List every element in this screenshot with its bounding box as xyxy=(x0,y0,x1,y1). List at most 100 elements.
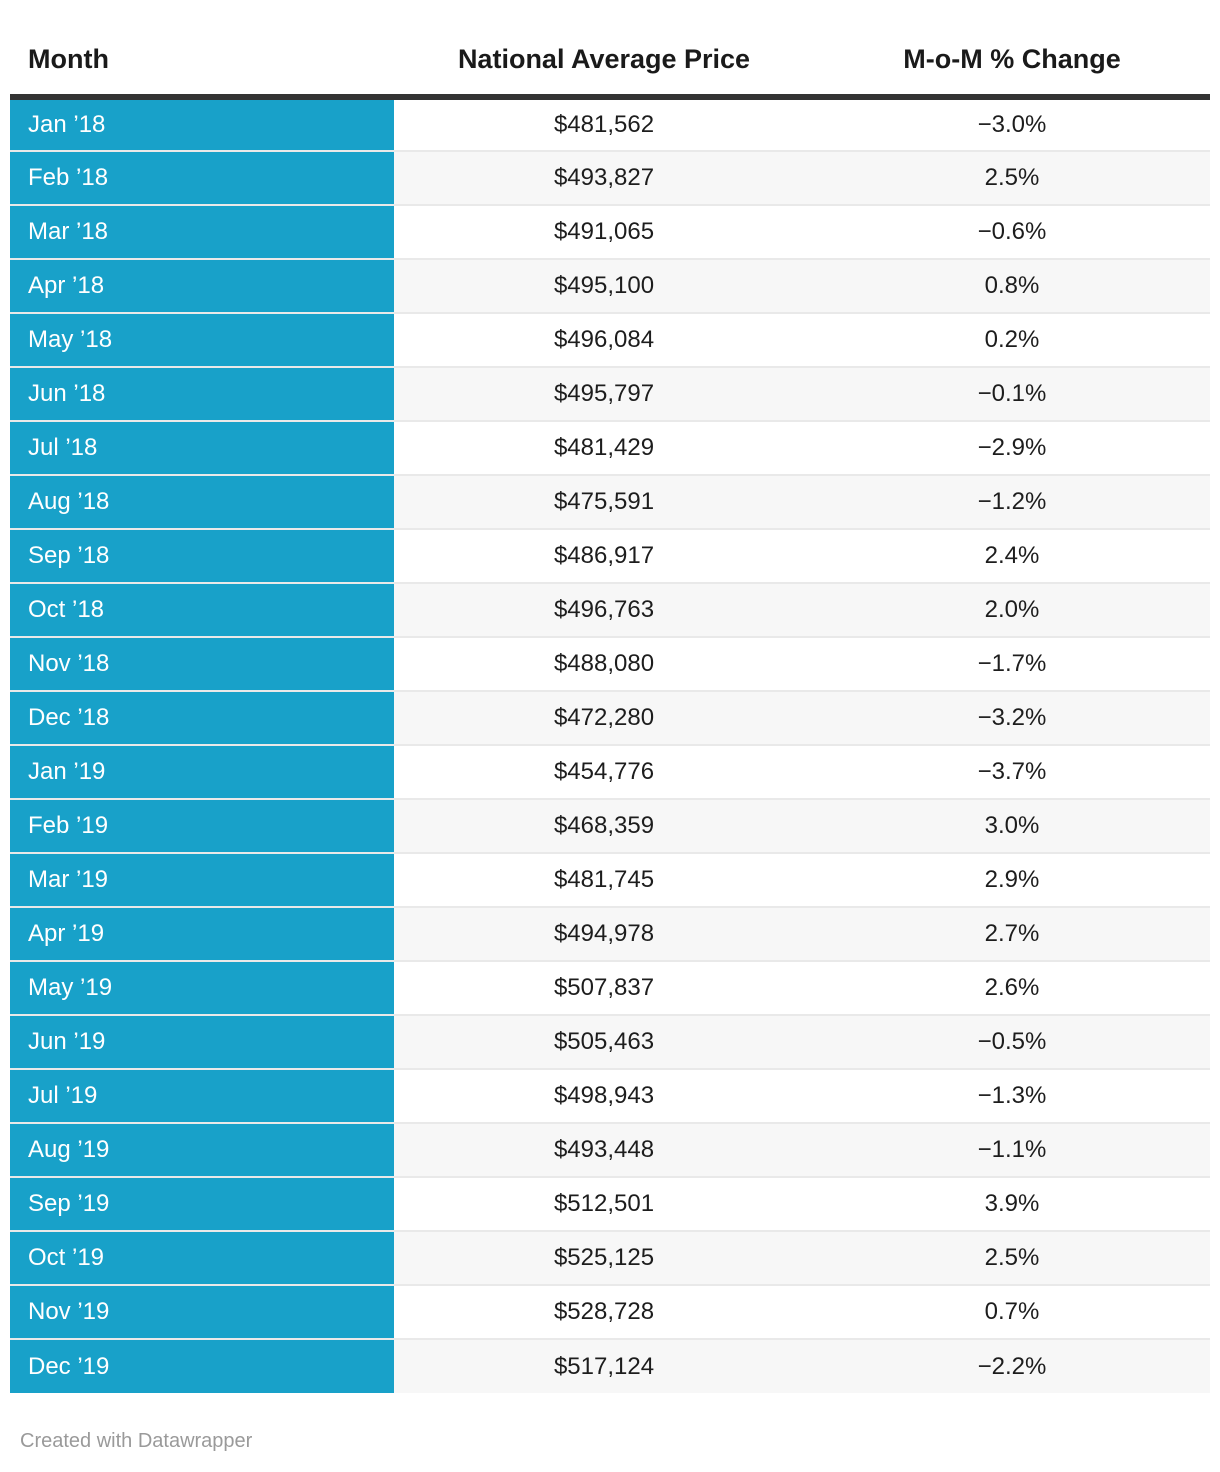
change-cell: 2.5% xyxy=(814,150,1210,205)
table-row: Jan ’19 $454,776 −3.7% xyxy=(10,744,1210,799)
price-cell: $494,978 xyxy=(394,906,814,961)
month-cell: Apr ’19 xyxy=(10,906,394,961)
data-table: Month National Average Price M-o-M % Cha… xyxy=(10,0,1210,1393)
price-cell: $481,429 xyxy=(394,420,814,475)
month-cell: Aug ’18 xyxy=(10,474,394,529)
month-cell: Mar ’18 xyxy=(10,204,394,259)
month-cell: Mar ’19 xyxy=(10,852,394,907)
table-row: Jun ’18 $495,797 −0.1% xyxy=(10,366,1210,421)
month-cell: Jun ’18 xyxy=(10,366,394,421)
price-cell: $481,745 xyxy=(394,852,814,907)
month-cell: May ’18 xyxy=(10,312,394,367)
table-row: Apr ’19 $494,978 2.7% xyxy=(10,906,1210,961)
month-cell: Nov ’19 xyxy=(10,1284,394,1339)
price-cell: $468,359 xyxy=(394,798,814,853)
table-row: May ’18 $496,084 0.2% xyxy=(10,312,1210,367)
change-cell: 2.9% xyxy=(814,852,1210,907)
table-row: Jul ’18 $481,429 −2.9% xyxy=(10,420,1210,475)
change-cell: 2.6% xyxy=(814,960,1210,1015)
price-cell: $517,124 xyxy=(394,1338,814,1393)
month-cell: Jul ’19 xyxy=(10,1068,394,1123)
table-row: Sep ’18 $486,917 2.4% xyxy=(10,528,1210,583)
price-cell: $481,562 xyxy=(394,97,814,151)
change-cell: 0.7% xyxy=(814,1284,1210,1339)
column-header-month: Month xyxy=(10,0,394,100)
change-cell: −3.0% xyxy=(814,97,1210,151)
table-row: Aug ’19 $493,448 −1.1% xyxy=(10,1122,1210,1177)
price-cell: $454,776 xyxy=(394,744,814,799)
price-cell: $505,463 xyxy=(394,1014,814,1069)
change-cell: 0.8% xyxy=(814,258,1210,313)
table-row: Feb ’19 $468,359 3.0% xyxy=(10,798,1210,853)
datawrapper-credit: Created with Datawrapper xyxy=(20,1430,253,1452)
table-row: Sep ’19 $512,501 3.9% xyxy=(10,1176,1210,1231)
table-row: Jul ’19 $498,943 −1.3% xyxy=(10,1068,1210,1123)
table-row: Mar ’19 $481,745 2.9% xyxy=(10,852,1210,907)
price-cell: $525,125 xyxy=(394,1230,814,1285)
change-cell: −0.6% xyxy=(814,204,1210,259)
table-row: Oct ’18 $496,763 2.0% xyxy=(10,582,1210,637)
price-cell: $496,763 xyxy=(394,582,814,637)
month-cell: Jan ’19 xyxy=(10,744,394,799)
month-cell: Sep ’19 xyxy=(10,1176,394,1231)
price-cell: $493,827 xyxy=(394,150,814,205)
change-cell: −0.1% xyxy=(814,366,1210,421)
change-cell: 3.0% xyxy=(814,798,1210,853)
month-cell: Apr ’18 xyxy=(10,258,394,313)
month-cell: Dec ’18 xyxy=(10,690,394,745)
table-row: Oct ’19 $525,125 2.5% xyxy=(10,1230,1210,1285)
table-row: Nov ’19 $528,728 0.7% xyxy=(10,1284,1210,1339)
change-cell: −2.2% xyxy=(814,1338,1210,1393)
change-cell: −2.9% xyxy=(814,420,1210,475)
month-cell: Jul ’18 xyxy=(10,420,394,475)
column-header-national-average-price: National Average Price xyxy=(394,0,814,100)
price-cell: $498,943 xyxy=(394,1068,814,1123)
table-row: May ’19 $507,837 2.6% xyxy=(10,960,1210,1015)
table-row: Jun ’19 $505,463 −0.5% xyxy=(10,1014,1210,1069)
month-cell: Oct ’18 xyxy=(10,582,394,637)
month-cell: Aug ’19 xyxy=(10,1122,394,1177)
month-cell: Sep ’18 xyxy=(10,528,394,583)
price-cell: $472,280 xyxy=(394,690,814,745)
table-row: Jan ’18 $481,562 −3.0% xyxy=(10,97,1210,151)
change-cell: −1.3% xyxy=(814,1068,1210,1123)
table-row: Mar ’18 $491,065 −0.6% xyxy=(10,204,1210,259)
month-cell: Feb ’18 xyxy=(10,150,394,205)
price-cell: $488,080 xyxy=(394,636,814,691)
month-cell: Oct ’19 xyxy=(10,1230,394,1285)
table-row: Apr ’18 $495,100 0.8% xyxy=(10,258,1210,313)
month-cell: Nov ’18 xyxy=(10,636,394,691)
price-cell: $495,100 xyxy=(394,258,814,313)
table-row: Aug ’18 $475,591 −1.2% xyxy=(10,474,1210,529)
price-cell: $475,591 xyxy=(394,474,814,529)
change-cell: 2.4% xyxy=(814,528,1210,583)
change-cell: −3.2% xyxy=(814,690,1210,745)
change-cell: −1.1% xyxy=(814,1122,1210,1177)
month-cell: Jan ’18 xyxy=(10,97,394,151)
table-body: Jan ’18 $481,562 −3.0% Feb ’18 $493,827 2.5% M… xyxy=(10,97,1210,1393)
change-cell: −1.2% xyxy=(814,474,1210,529)
price-cell: $496,084 xyxy=(394,312,814,367)
change-cell: −1.7% xyxy=(814,636,1210,691)
change-cell: −0.5% xyxy=(814,1014,1210,1069)
month-cell: Dec ’19 xyxy=(10,1338,394,1393)
price-cell: $495,797 xyxy=(394,366,814,421)
change-cell: 2.0% xyxy=(814,582,1210,637)
change-cell: 0.2% xyxy=(814,312,1210,367)
table-row: Feb ’18 $493,827 2.5% xyxy=(10,150,1210,205)
price-cell: $491,065 xyxy=(394,204,814,259)
table-row: Nov ’18 $488,080 −1.7% xyxy=(10,636,1210,691)
price-cell: $512,501 xyxy=(394,1176,814,1231)
month-cell: Jun ’19 xyxy=(10,1014,394,1069)
price-cell: $493,448 xyxy=(394,1122,814,1177)
price-cell: $486,917 xyxy=(394,528,814,583)
table-row: Dec ’18 $472,280 −3.2% xyxy=(10,690,1210,745)
header-row: Month National Average Price M-o-M % Cha… xyxy=(10,0,1210,100)
change-cell: 2.5% xyxy=(814,1230,1210,1285)
price-cell: $507,837 xyxy=(394,960,814,1015)
price-cell: $528,728 xyxy=(394,1284,814,1339)
change-cell: −3.7% xyxy=(814,744,1210,799)
month-cell: Feb ’19 xyxy=(10,798,394,853)
table-row: Dec ’19 $517,124 −2.2% xyxy=(10,1338,1210,1393)
